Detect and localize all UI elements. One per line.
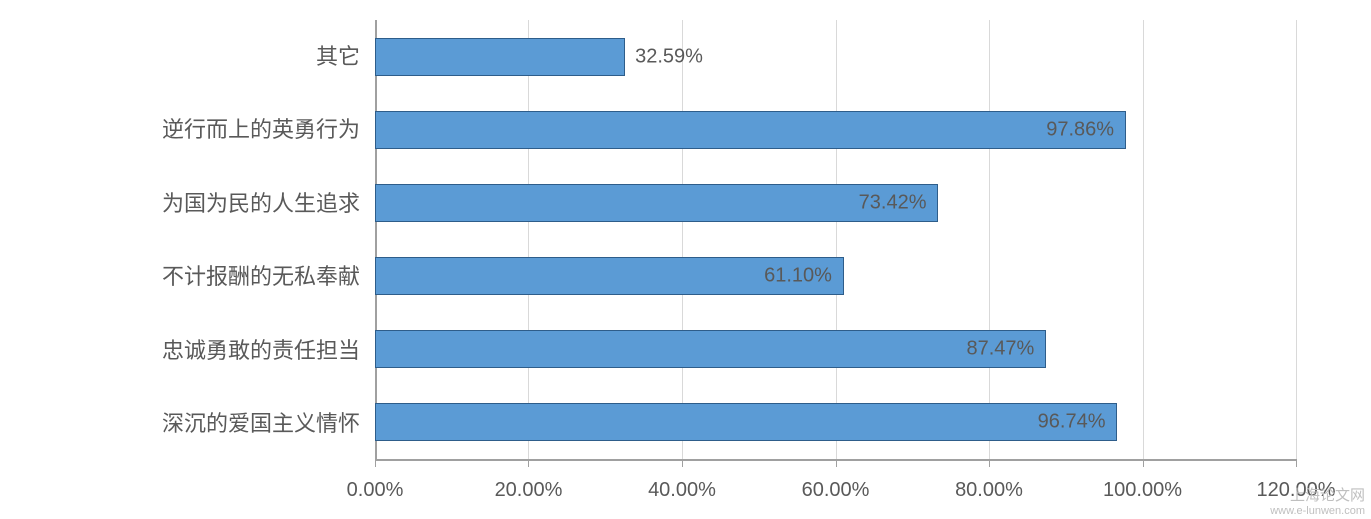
- bar-value-label: 73.42%: [859, 191, 939, 214]
- bar-value-label: 97.86%: [1046, 118, 1126, 141]
- category-label: 逆行而上的英勇行为: [0, 111, 360, 149]
- bar-row: 73.42%: [375, 184, 1296, 222]
- watermark-line2: www.e-lunwen.com: [1270, 505, 1365, 517]
- category-label: 为国为民的人生追求: [0, 185, 360, 223]
- x-tick: [836, 459, 837, 467]
- bar: [375, 111, 1126, 149]
- x-tick-label: 20.00%: [495, 479, 563, 502]
- bars-container: 32.59% 97.86% 73.42% 61.10% 87.47% 96.74%: [375, 20, 1296, 459]
- x-tick: [528, 459, 529, 467]
- x-tick-label: 0.00%: [347, 479, 404, 502]
- bar-value-label: 87.47%: [967, 338, 1047, 361]
- watermark-line1: 上海论文网: [1270, 488, 1365, 505]
- bar: [375, 38, 625, 76]
- x-tick-label: 100.00%: [1103, 479, 1182, 502]
- bar-value-label: 61.10%: [764, 265, 844, 288]
- category-label: 忠诚勇敢的责任担当: [0, 332, 360, 370]
- gridline: [1296, 20, 1297, 459]
- bar-value-label: 96.74%: [1038, 411, 1118, 434]
- bar-row: 87.47%: [375, 330, 1296, 368]
- x-tick: [1296, 459, 1297, 467]
- category-label: 其它: [0, 38, 360, 76]
- x-tick: [682, 459, 683, 467]
- category-label: 深沉的爱国主义情怀: [0, 405, 360, 443]
- bar-value-label: 32.59%: [625, 45, 703, 68]
- watermark: 上海论文网 www.e-lunwen.com: [1270, 488, 1365, 517]
- bar-chart: 其它逆行而上的英勇行为为国为民的人生追求不计报酬的无私奉献忠诚勇敢的责任担当深沉…: [0, 0, 1371, 519]
- plot-area: 32.59% 97.86% 73.42% 61.10% 87.47% 96.74%: [375, 20, 1296, 461]
- x-tick: [375, 459, 376, 467]
- x-axis-labels: 0.00%20.00%40.00%60.00%80.00%100.00%120.…: [375, 479, 1296, 501]
- x-tick-label: 60.00%: [802, 479, 870, 502]
- bar-row: 32.59%: [375, 38, 1296, 76]
- x-tick-label: 80.00%: [955, 479, 1023, 502]
- bar: [375, 330, 1046, 368]
- bar: [375, 184, 938, 222]
- x-tick: [1143, 459, 1144, 467]
- x-tick-label: 40.00%: [648, 479, 716, 502]
- bar: [375, 403, 1117, 441]
- x-tick: [989, 459, 990, 467]
- bar-row: 96.74%: [375, 403, 1296, 441]
- category-label: 不计报酬的无私奉献: [0, 258, 360, 296]
- bar-row: 61.10%: [375, 257, 1296, 295]
- y-axis-labels: 其它逆行而上的英勇行为为国为民的人生追求不计报酬的无私奉献忠诚勇敢的责任担当深沉…: [0, 20, 360, 461]
- bar-row: 97.86%: [375, 111, 1296, 149]
